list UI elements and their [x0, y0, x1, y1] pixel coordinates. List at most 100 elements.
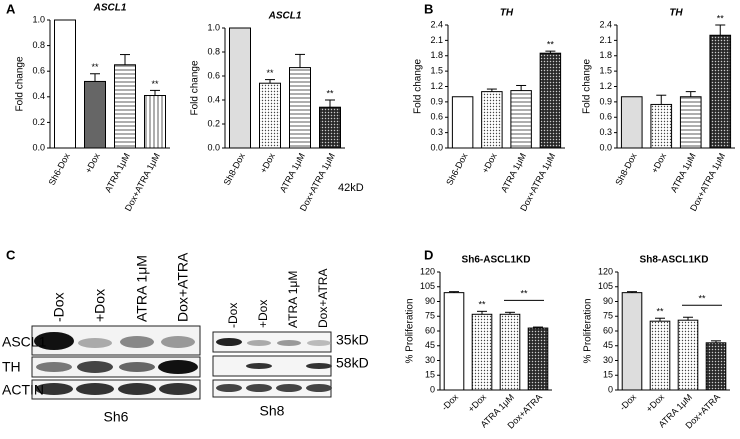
bracket-label: ** [520, 289, 528, 299]
y-tick-label: 60 [425, 325, 435, 335]
y-tick-label: 1.5 [430, 66, 443, 76]
bar [621, 292, 643, 391]
bar [510, 90, 532, 149]
band [119, 362, 155, 372]
y-tick-label: 1.2 [430, 81, 443, 91]
x-tick-label: Sh6-Dox [444, 151, 470, 187]
bar [319, 106, 341, 149]
band [276, 384, 302, 392]
bar [471, 313, 493, 391]
y-tick-label: 0.0 [32, 142, 45, 152]
x-tick-label: -Dox [440, 392, 461, 413]
band [118, 383, 156, 395]
y-tick-label: 15 [603, 370, 613, 380]
y-tick-label: 0.3 [599, 127, 612, 137]
x-tick-label: -Dox [618, 392, 639, 413]
y-tick-label: 90 [425, 296, 435, 306]
y-tick-label: 0.0 [599, 142, 612, 152]
x-tick-label: +Dox [480, 151, 499, 175]
lane-label: ATRA 1μM [286, 271, 300, 328]
y-axis-label: Fold change [413, 59, 424, 114]
lane-label: +Dox [92, 289, 108, 322]
significance: ** [326, 88, 334, 98]
band [76, 383, 114, 395]
y-tick-label: 0.4 [32, 91, 45, 101]
blot-row-label: ACTIN [2, 382, 44, 398]
y-tick-label: 0.2 [207, 118, 220, 128]
blot-row-label: TH [2, 359, 21, 375]
y-tick-label: 0.6 [32, 66, 45, 76]
significance: ** [266, 68, 274, 78]
band [34, 332, 74, 350]
y-tick-label: 90 [603, 296, 613, 306]
chart-title: ASCL1 [268, 11, 302, 22]
bar [650, 103, 673, 149]
x-tick-label: +Dox [83, 151, 102, 175]
y-tick-label: 0.0 [430, 142, 443, 152]
chart-title: ASCL1 [93, 3, 127, 14]
chart-title: Sh6-ASCL1KD [462, 255, 531, 266]
panel-label: B [424, 1, 433, 16]
band [77, 361, 113, 373]
x-tick-label: +Dox [644, 392, 666, 414]
y-axis-label: % Proliferation [405, 298, 416, 363]
x-tick-label: ATRA 1μM [278, 151, 307, 194]
y-tick-label: 2.1 [430, 35, 443, 45]
y-tick-label: 0.8 [207, 46, 220, 56]
band [246, 363, 272, 369]
y-tick-label: 1.8 [599, 50, 612, 60]
y-tick-label: 30 [425, 355, 435, 365]
y-axis-label: Fold change [582, 59, 593, 114]
band [159, 383, 197, 395]
bar [709, 34, 732, 149]
band [216, 338, 242, 346]
bar [443, 292, 465, 391]
x-tick-label: Sh8-Dox [222, 151, 248, 187]
y-tick-label: 60 [603, 325, 613, 335]
x-tick-label: +Dox [258, 151, 277, 175]
lane-label: Dox+ATRA [316, 269, 330, 328]
y-axis-label: % Proliferation [583, 298, 594, 363]
blot-sh8 [212, 331, 332, 398]
lane-label: Dox+ATRA [175, 252, 191, 322]
bar [144, 95, 166, 149]
y-tick-label: 0.3 [430, 127, 443, 137]
chart-title: TH [500, 8, 514, 19]
band [120, 336, 154, 348]
panel-label: C [6, 247, 16, 262]
y-tick-label: 1.2 [599, 81, 612, 91]
band [246, 384, 272, 392]
x-tick-label: ATRA 1μM [499, 151, 528, 194]
lane-label: +Dox [256, 300, 270, 328]
panel-label: D [424, 247, 433, 262]
y-tick-label: 2.4 [430, 19, 443, 29]
band [216, 384, 242, 392]
y-tick-label: 30 [603, 355, 613, 365]
blot-row [31, 379, 201, 400]
band [306, 363, 332, 369]
significance: ** [717, 13, 725, 23]
y-tick-label: 120 [420, 266, 435, 276]
y-tick-label: 2.1 [599, 35, 612, 45]
y-tick-label: 0 [430, 384, 435, 394]
bar [229, 27, 251, 149]
band [306, 384, 332, 392]
y-tick-label: 105 [420, 281, 435, 291]
x-tick-label: ATRA 1μM [669, 151, 698, 194]
panel-label: A [6, 1, 16, 16]
y-tick-label: 1.0 [32, 14, 45, 24]
bar [649, 320, 671, 391]
y-tick-label: 45 [603, 340, 613, 350]
bar [679, 96, 702, 149]
y-tick-label: 0.0 [207, 142, 220, 152]
bar [481, 91, 503, 149]
y-tick-label: 0.6 [207, 70, 220, 80]
y-tick-label: 1.8 [430, 50, 443, 60]
y-tick-label: 0.4 [207, 94, 220, 104]
y-tick-label: 0 [608, 384, 613, 394]
y-tick-label: 45 [425, 340, 435, 350]
blot-sh6 [31, 325, 201, 400]
x-tick-label: +Dox [649, 151, 668, 175]
chart-title: TH [669, 8, 683, 19]
band [158, 360, 198, 374]
